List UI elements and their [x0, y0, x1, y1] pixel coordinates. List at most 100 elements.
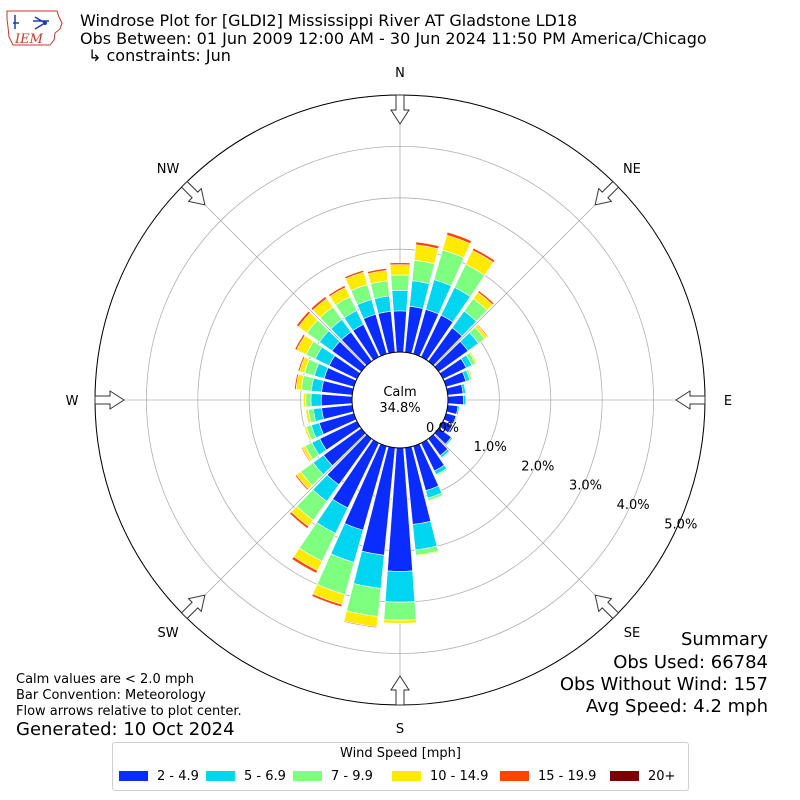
- compass-labels: N NE E SE S SW W NW: [66, 66, 733, 737]
- legend-item: 2 - 4.9: [119, 767, 199, 785]
- bar-120-seg-2: [448, 425, 455, 435]
- legend-swatch: [293, 771, 322, 781]
- bar-330-seg-4: [328, 285, 346, 297]
- bar-220-seg-5: [288, 513, 308, 530]
- plot-subtitle: Obs Between: 01 Jun 2009 12:00 AM - 30 J…: [80, 29, 707, 48]
- bar-260-seg-4: [304, 409, 309, 424]
- bar-10-seg-2: [411, 259, 435, 285]
- bar-270-seg-1: [310, 393, 322, 407]
- bar-170-seg-3: [415, 550, 439, 557]
- plot-constraints: ↳ constraints: Jun: [88, 46, 231, 65]
- legend-label: 2 - 4.9: [157, 768, 199, 784]
- summary-obs-without-wind: Obs Without Wind: 157: [559, 674, 768, 695]
- bar-150-seg-3: [436, 469, 449, 477]
- bar-180-seg-2: [383, 601, 417, 621]
- ring-label-0: 0.0%: [426, 421, 459, 436]
- bar-270-seg-0: [320, 393, 353, 407]
- bar-290-seg-4: [297, 356, 306, 372]
- spoke-sw: [184, 399, 401, 616]
- legend-item: 10 - 14.9: [392, 767, 488, 785]
- iem-logo: IEM: [6, 10, 63, 47]
- summary-avg-speed: Avg Speed: 4.2 mph: [586, 696, 768, 717]
- bar-320-seg-4: [310, 296, 328, 311]
- legend-swatch: [610, 771, 639, 781]
- arrow-n-icon: [390, 94, 410, 125]
- legend-swatch: [119, 771, 148, 781]
- ring-label-2: 2.0%: [521, 459, 554, 474]
- compass-sw: SW: [158, 626, 179, 641]
- ring-label-4: 4.0%: [617, 498, 650, 513]
- bar-0-seg-4: [389, 262, 411, 266]
- bar-270-seg-2: [305, 392, 312, 408]
- bar-180-seg-1: [384, 570, 416, 603]
- bar-270-seg-4: [302, 392, 304, 408]
- arrow-se-icon: [594, 594, 620, 620]
- compass-n: N: [395, 66, 405, 81]
- bar-100-seg-2: [457, 405, 461, 416]
- arrow-e-icon: [675, 390, 706, 410]
- bar-350-seg-2: [370, 280, 390, 300]
- bar-110-seg-2: [453, 415, 458, 425]
- bar-350-seg-4: [367, 268, 388, 275]
- bar-70-seg-3: [467, 368, 474, 381]
- bar-50-seg-4: [476, 323, 489, 338]
- logo-text: IEM: [14, 32, 44, 47]
- bar-0-seg-3: [389, 264, 411, 276]
- legend-item: 20+: [610, 767, 675, 785]
- spoke-ne: [399, 184, 616, 401]
- summary-heading: Summary: [681, 629, 768, 650]
- arrow-w-icon: [94, 390, 125, 410]
- legend-label: 15 - 19.9: [538, 768, 597, 784]
- arrow-ne-icon: [594, 180, 620, 206]
- compass-e: E: [724, 394, 732, 409]
- bar-190-seg-4: [343, 620, 378, 629]
- bar-180-seg-3: [383, 619, 417, 624]
- calm-note: Calm values are < 2.0 mph: [16, 672, 195, 687]
- arrow-s-icon: [390, 675, 410, 706]
- compass-ne: NE: [623, 162, 641, 177]
- legend-label: 20+: [648, 768, 676, 784]
- spoke-se: [399, 399, 616, 616]
- bar-30-seg-5: [473, 247, 496, 261]
- bar-230-seg-4: [294, 474, 309, 491]
- legend: Wind Speed [mph] 2 - 4.9 5 - 6.9 7 - 9.9 10…: [112, 742, 689, 791]
- bar-40-seg-4: [477, 290, 495, 306]
- compass-se: SE: [624, 626, 640, 641]
- bar-0-seg-2: [390, 274, 410, 291]
- legend-item: 7 - 9.9: [293, 767, 373, 785]
- bar-0-seg-1: [391, 290, 409, 312]
- bar-200-seg-5: [311, 595, 342, 608]
- ring-label-3: 3.0%: [569, 479, 602, 494]
- bar-160-seg-3: [428, 494, 444, 502]
- bar-10-seg-5: [415, 240, 440, 247]
- legend-item: 15 - 19.9: [500, 767, 596, 785]
- bar-210-seg-5: [291, 558, 317, 575]
- legend-label: 7 - 9.9: [331, 768, 373, 784]
- bar-340-seg-4: [344, 269, 365, 280]
- legend-item: 5 - 6.9: [206, 767, 286, 785]
- legend-label: 5 - 6.9: [244, 768, 286, 784]
- bar-280-seg-4: [294, 373, 300, 390]
- legend-title: Wind Speed [mph]: [340, 746, 461, 761]
- windrose-bars: [288, 231, 496, 629]
- bar-20-seg-5: [447, 231, 473, 242]
- summary-obs-used: Obs Used: 66784: [613, 652, 768, 673]
- bar-80-seg-3: [464, 383, 468, 394]
- bar-240-seg-4: [300, 446, 311, 463]
- bar-250-seg-4: [303, 426, 310, 442]
- flow-arrows-note: Flow arrows relative to plot center.: [16, 704, 242, 719]
- bar-60-seg-4: [470, 351, 478, 364]
- flow-arrows: [94, 94, 706, 706]
- bar-90-seg-0: [447, 395, 464, 405]
- calm-circle: [351, 351, 449, 449]
- bar-190-seg-1: [353, 550, 385, 589]
- bar-190-seg-2: [346, 583, 382, 617]
- bar-0-seg-0: [393, 310, 407, 353]
- calm-label: Calm: [383, 385, 416, 400]
- bar-310-seg-5: [295, 310, 309, 326]
- ring-label-5: 5.0%: [664, 517, 697, 532]
- legend-label: 10 - 14.9: [430, 768, 489, 784]
- bar-90-seg-2: [465, 394, 467, 406]
- compass-w: W: [66, 394, 79, 409]
